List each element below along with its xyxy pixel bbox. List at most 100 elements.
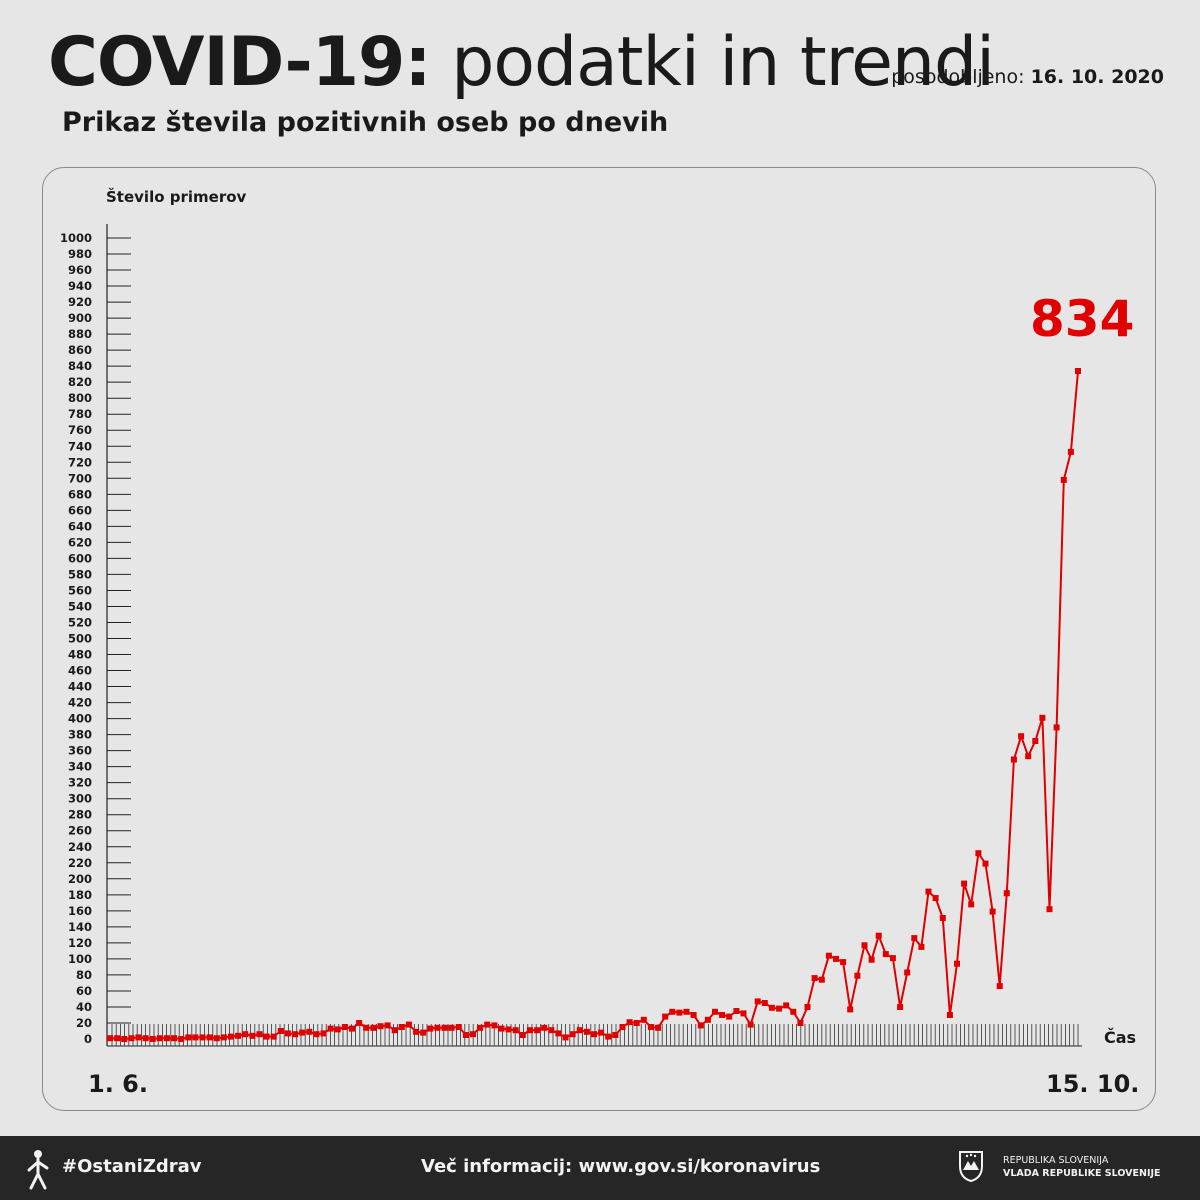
data-point: [591, 1031, 597, 1038]
data-point: [199, 1034, 206, 1041]
data-point: [462, 1032, 469, 1038]
coat-of-arms-icon: [959, 1151, 983, 1182]
data-point: [811, 975, 818, 982]
y-tick-label: 960: [68, 263, 92, 277]
data-point: [847, 1006, 854, 1013]
data-point: [313, 1031, 320, 1038]
x-end-label: 15. 10.: [1046, 1070, 1139, 1098]
y-tick-label: 580: [68, 567, 92, 581]
data-point: [626, 1019, 633, 1026]
data-point: [491, 1022, 498, 1029]
data-point: [768, 1004, 775, 1011]
data-point: [747, 1021, 754, 1028]
data-point: [256, 1031, 263, 1038]
data-point: [213, 1035, 220, 1042]
data-point: [441, 1024, 448, 1031]
y-tick-label: 760: [68, 423, 92, 437]
chart-panel: [42, 167, 1156, 1111]
y-tick-label: 260: [68, 824, 92, 838]
page-title: COVID-19: podatki in trendi: [48, 18, 995, 108]
data-point: [804, 1004, 811, 1010]
data-point: [989, 908, 996, 915]
y-tick-label: 40: [76, 1000, 92, 1014]
data-point: [1067, 448, 1074, 455]
data-point: [868, 956, 875, 963]
y-tick-label: 240: [68, 840, 92, 854]
data-point: [562, 1034, 569, 1041]
y-tick-label: 740: [68, 439, 92, 453]
y-tick-label: 1000: [60, 231, 92, 245]
data-point: [363, 1024, 370, 1031]
gov-line-1: REPUBLIKA SLOVENIJA: [1003, 1155, 1109, 1166]
data-point: [235, 1032, 242, 1039]
data-point: [996, 983, 1003, 990]
y-tick-label: 80: [76, 968, 92, 982]
data-point: [633, 1020, 640, 1026]
data-point: [114, 1035, 121, 1042]
data-point: [1018, 733, 1025, 740]
data-point: [370, 1024, 377, 1031]
gov-line-2: VLADA REPUBLIKE SLOVENIJE: [1003, 1168, 1161, 1179]
data-point: [1039, 714, 1046, 721]
info-link[interactable]: www.gov.si/koronavirus: [578, 1156, 821, 1177]
data-point: [128, 1035, 135, 1042]
y-tick-label: 480: [68, 648, 92, 662]
y-tick-label: 660: [68, 503, 92, 517]
data-point: [185, 1034, 192, 1041]
data-point: [448, 1024, 455, 1031]
footer-bar: #OstaniZdrav Več informacij: www.gov.si/…: [0, 1136, 1200, 1200]
data-point: [505, 1026, 512, 1033]
y-tick-label: 300: [68, 792, 92, 806]
data-point: [598, 1029, 605, 1036]
data-point: [405, 1021, 412, 1028]
data-point: [413, 1028, 420, 1035]
data-point: [548, 1027, 555, 1034]
data-point: [427, 1025, 434, 1032]
data-point: [1075, 368, 1081, 374]
series-line: [110, 370, 1079, 1040]
data-point: [776, 1005, 783, 1012]
y-tick-label: 540: [68, 599, 92, 613]
x-start-label: 1. 6.: [88, 1070, 148, 1098]
data-point: [249, 1032, 256, 1039]
y-tick-label: 360: [68, 744, 92, 758]
y-tick-label: 140: [68, 920, 92, 934]
y-tick-label: 920: [68, 295, 92, 309]
y-tick-label: 640: [68, 519, 92, 533]
y-tick-label: 20: [76, 1016, 92, 1030]
y-tick-label: 520: [68, 615, 92, 629]
data-point: [498, 1025, 505, 1032]
y-tick-label: 780: [68, 407, 92, 421]
data-point: [420, 1029, 427, 1036]
data-point: [939, 915, 946, 921]
y-axis: [106, 224, 131, 1046]
y-tick-label: 500: [68, 632, 92, 646]
title-bold: COVID-19:: [48, 23, 432, 102]
data-point: [904, 969, 911, 976]
y-tick-label: 980: [68, 247, 92, 261]
y-tick-label: 840: [68, 359, 92, 373]
data-point: [1032, 738, 1039, 744]
y-tick-label: 600: [68, 551, 92, 565]
data-point: [790, 1008, 797, 1015]
data-point: [676, 1009, 683, 1016]
data-point: [733, 1008, 740, 1014]
data-point: [284, 1030, 291, 1037]
data-point: [975, 850, 982, 857]
title-light: podatki in trendi: [451, 23, 995, 102]
y-tick-label: 880: [68, 327, 92, 341]
y-tick-label: 800: [68, 391, 92, 405]
data-point: [142, 1035, 149, 1042]
data-point: [526, 1027, 533, 1034]
data-point: [320, 1030, 327, 1037]
data-point: [121, 1036, 128, 1042]
y-tick-label: 900: [68, 311, 92, 325]
x-axis-label: Čas: [1104, 1028, 1136, 1047]
y-tick-label: 860: [68, 343, 92, 357]
y-tick-label: 160: [68, 904, 92, 918]
y-tick-label: 340: [68, 760, 92, 774]
data-point: [541, 1024, 548, 1031]
updated-label: posodobljeno:: [891, 66, 1025, 88]
data-point: [961, 880, 968, 887]
data-point: [655, 1024, 662, 1031]
